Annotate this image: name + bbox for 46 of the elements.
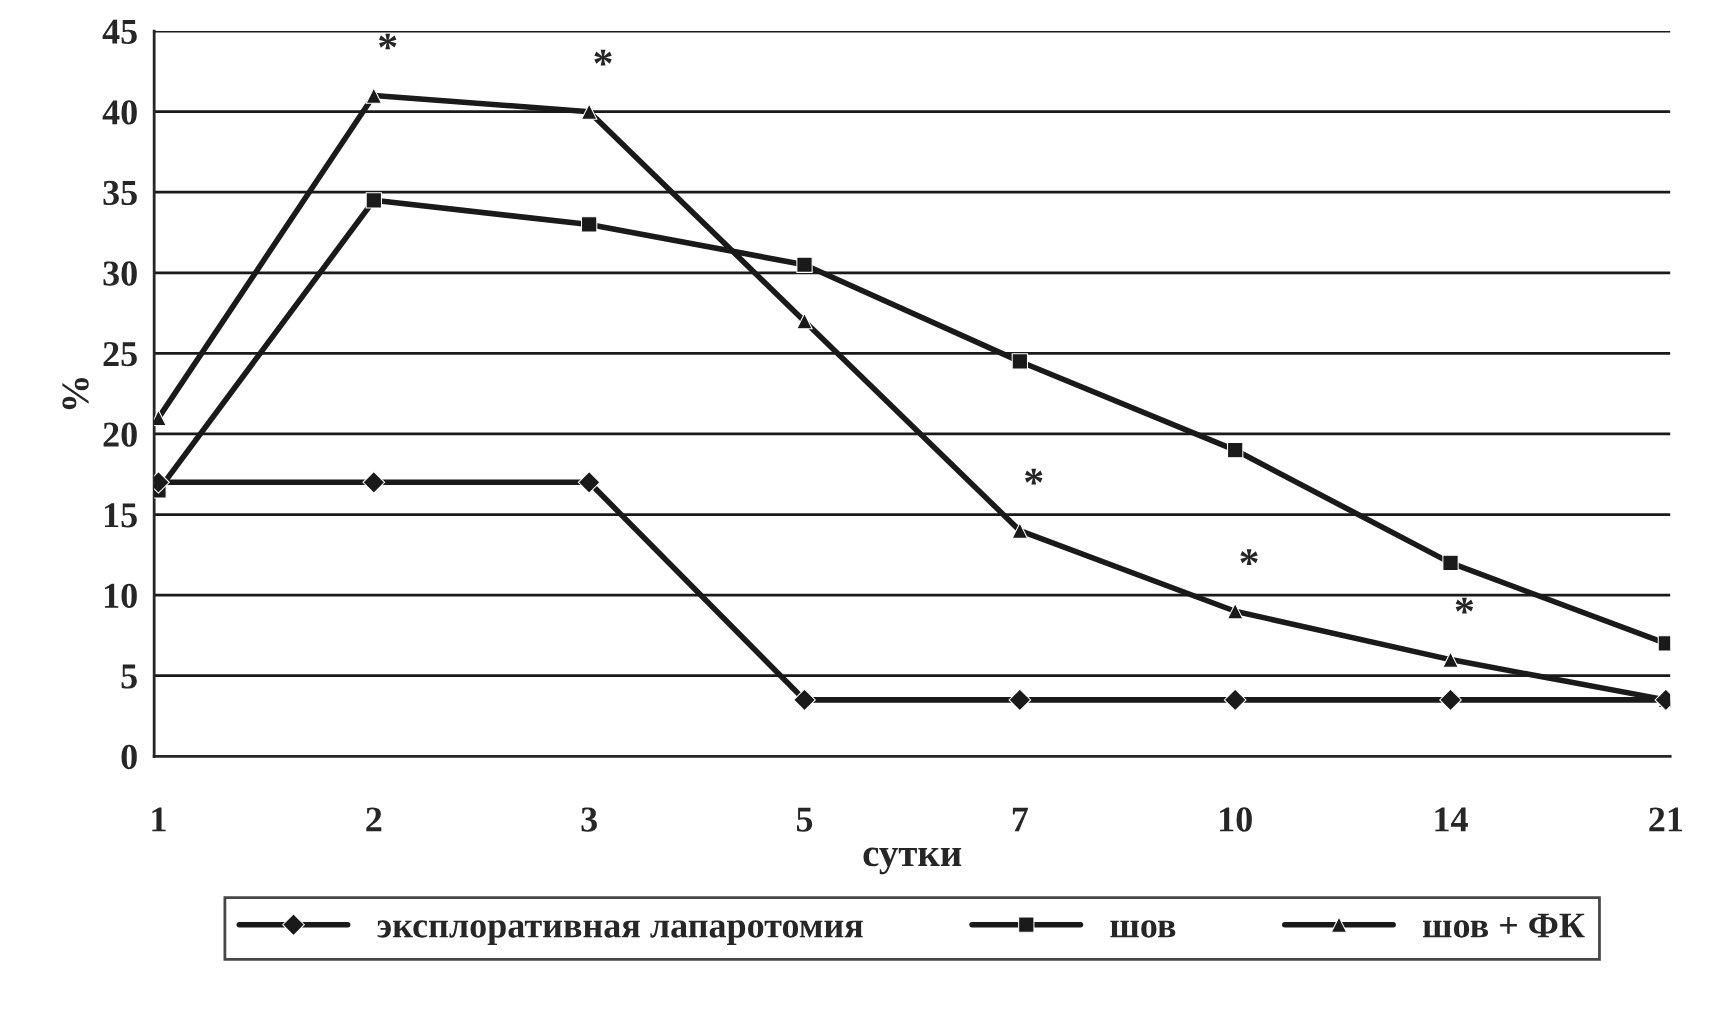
point	[581, 216, 598, 233]
y-axis-title: %	[62, 377, 89, 410]
annotation: *	[1025, 468, 1043, 485]
y-tick-label: 35	[103, 180, 137, 206]
y-tick-label: 15	[104, 503, 137, 528]
legend-label: шов + ФК	[1422, 913, 1585, 938]
annotation: *	[1455, 597, 1474, 614]
x-tick-label: 14	[1435, 807, 1468, 832]
x-tick-label: 2	[366, 807, 382, 832]
point	[1227, 603, 1244, 620]
y-tick-label: 30	[103, 261, 137, 286]
point	[1439, 688, 1462, 712]
point	[365, 87, 382, 104]
annotation: *	[594, 49, 612, 66]
annotation: *	[379, 33, 397, 50]
y-tick-label: 45	[102, 19, 137, 44]
x-tick-label: 3	[581, 807, 597, 832]
point	[581, 103, 598, 120]
y-tick-label: 10	[104, 583, 137, 609]
point	[1008, 688, 1032, 712]
x-axis-title: сутки	[863, 847, 962, 875]
point	[796, 256, 813, 273]
y-tick-label: 20	[103, 422, 137, 447]
point	[1011, 522, 1028, 539]
x-tick-label: 7	[1012, 807, 1028, 832]
legend-label: шов	[1110, 920, 1176, 938]
point	[1227, 441, 1244, 459]
annotation: *	[1240, 549, 1258, 566]
point	[577, 470, 601, 494]
point	[793, 688, 816, 712]
legend-label: эксплоративная лапаротомия	[377, 920, 863, 946]
point	[1442, 554, 1459, 572]
point	[362, 470, 386, 494]
point	[1011, 353, 1028, 370]
x-tick-label: 1	[152, 807, 166, 832]
point	[1442, 651, 1459, 668]
y-tick-label: 40	[102, 100, 137, 125]
y-tick-label: 5	[121, 664, 137, 689]
point	[365, 192, 382, 209]
point	[1223, 688, 1247, 712]
y-tick-label: 0	[121, 744, 137, 770]
point	[796, 313, 813, 330]
y-tick-label: 25	[103, 342, 137, 367]
x-tick-label: 5	[796, 807, 813, 832]
x-tick-label: 21	[1649, 807, 1683, 832]
x-tick-label: 10	[1220, 807, 1252, 832]
